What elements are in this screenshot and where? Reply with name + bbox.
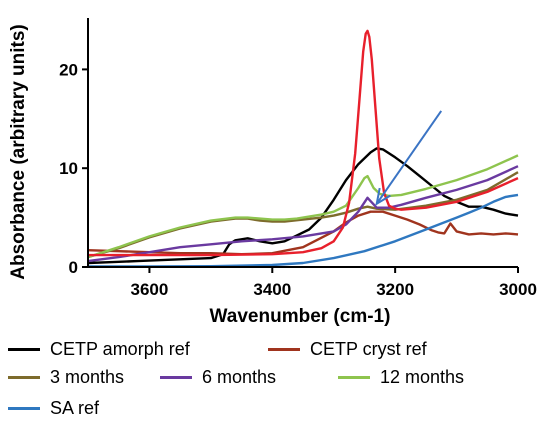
legend-label: 3 months (50, 366, 125, 387)
series-layer (87, 29, 519, 268)
legend-item: 3 months (8, 364, 124, 390)
legend-label: CETP amorph ref (50, 338, 190, 359)
y-tick-label: 20 (59, 60, 78, 79)
series-line-5 (88, 193, 519, 268)
x-tick-label: 3600 (131, 280, 169, 299)
legend-label: CETP cryst ref (310, 338, 427, 359)
arrow-shaft (375, 110, 443, 205)
series-line-3 (87, 165, 519, 263)
legend-swatch (338, 375, 370, 379)
series-line-6 (88, 29, 519, 257)
legend-item: CETP cryst ref (268, 336, 427, 362)
legend-label: 6 months (202, 366, 277, 387)
legend-swatch (8, 375, 40, 379)
annotation-layer (375, 110, 443, 206)
legend-swatch (8, 406, 40, 410)
ticks-layer: 3600 3400 3200 3000 0 10 20 (59, 60, 537, 299)
series-line-2 (87, 171, 519, 259)
legend-item: 12 months (338, 364, 464, 390)
series-line-4 (87, 154, 519, 259)
x-tick-label: 3000 (499, 280, 537, 299)
legend-swatch (268, 347, 300, 351)
legend-item: 6 months (160, 364, 276, 390)
y-axis-title: Absorbance (arbitrary units) (8, 24, 29, 280)
x-tick-label: 3400 (253, 280, 291, 299)
legend-label: 12 months (380, 366, 465, 387)
series-line-0 (87, 147, 519, 265)
x-axis-title: Wavenumber (cm-1) (210, 306, 391, 327)
legend-swatch (160, 375, 192, 379)
legend-item: SA ref (8, 395, 99, 421)
legend-label: SA ref (50, 397, 100, 418)
y-tick-label: 0 (69, 258, 78, 277)
legend-swatch (8, 347, 40, 351)
y-tick-label: 10 (59, 159, 78, 178)
x-tick-label: 3200 (376, 280, 414, 299)
legend-item: CETP amorph ref (8, 336, 190, 362)
series-line-1 (87, 210, 519, 256)
legend: CETP amorph ref CETP cryst ref 3 months 6 m… (0, 330, 550, 425)
axes-layer (87, 18, 518, 268)
arrow-head (375, 187, 391, 206)
